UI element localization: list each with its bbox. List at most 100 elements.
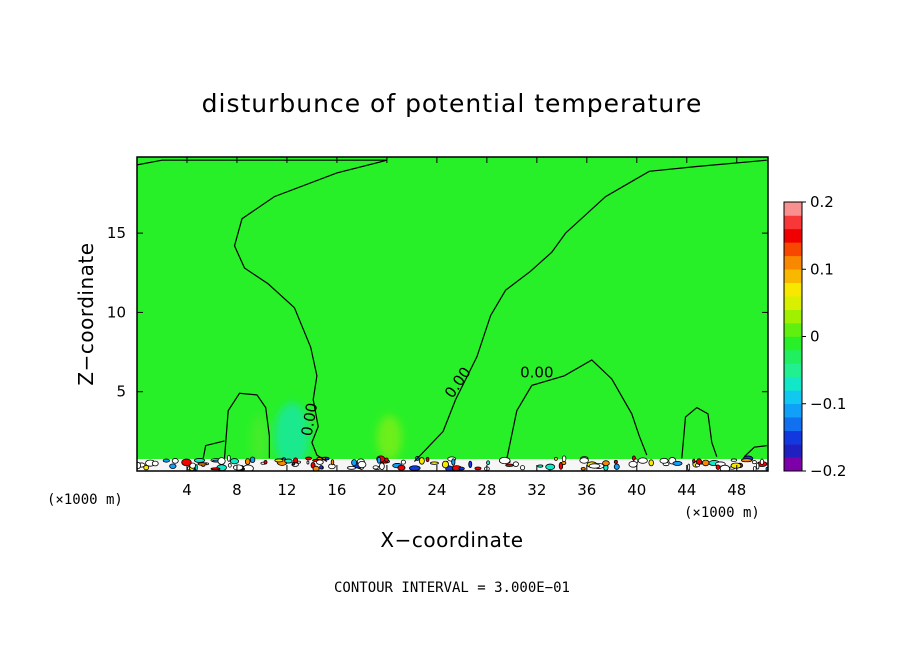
field-anomalies — [250, 402, 402, 470]
y-tick-label: 5 — [116, 383, 126, 401]
surface-cell — [263, 460, 268, 465]
field-background — [137, 157, 768, 471]
surface-cell — [687, 463, 691, 471]
surface-cell — [233, 464, 244, 471]
surface-cell — [244, 458, 251, 465]
contour-label: 0.00 — [298, 401, 322, 437]
anomaly-blob — [376, 415, 402, 460]
plot-frame — [136, 156, 769, 472]
surface-cell — [498, 456, 511, 465]
surface-cell — [227, 463, 232, 468]
surface-cell — [759, 458, 765, 465]
surface-cell — [730, 462, 742, 469]
surface-cell — [602, 460, 610, 467]
colorbar-swatch — [784, 296, 802, 310]
x-tick-label: 44 — [677, 481, 696, 499]
surface-cell — [648, 459, 654, 467]
surface-cell — [397, 464, 406, 471]
surface-cell — [692, 458, 696, 464]
surface-cell — [561, 455, 567, 463]
surface-cell — [751, 460, 757, 465]
anomaly-blob — [250, 415, 269, 464]
surface-cell — [319, 465, 324, 470]
y-tick-label: 15 — [107, 224, 126, 242]
contour-label: 0.00 — [520, 363, 553, 381]
surface-cell — [306, 460, 310, 465]
surface-cell — [701, 459, 710, 467]
zero-contour-main — [137, 159, 388, 463]
surface-cell — [425, 456, 430, 463]
x-tick-label: 48 — [727, 481, 746, 499]
surface-cell — [249, 456, 256, 463]
surface-cell — [162, 458, 170, 463]
surface-cell — [291, 461, 296, 466]
x-tick-label: 4 — [182, 481, 192, 499]
surface-cell — [151, 460, 159, 467]
colorbar-tick-label: 0 — [810, 328, 820, 346]
surface-cell — [210, 467, 221, 471]
colorbar-tick-label: 0.1 — [810, 260, 834, 278]
surface-cell — [347, 466, 357, 470]
x-axis: 4 8 12 16 20 24 28 32 36 40 44 48 — [182, 157, 746, 499]
chart-title: disturbunce of potential temperature — [202, 89, 703, 118]
x-unit-left: (×1000 m) — [47, 492, 123, 508]
surface-cell — [537, 464, 544, 468]
colorbar-swatch — [784, 457, 802, 472]
surface-cell — [613, 459, 618, 464]
surface-cell — [730, 458, 738, 462]
surface-cell — [474, 466, 482, 471]
surface-cell — [696, 458, 703, 465]
contour-lines — [137, 159, 767, 463]
colorbar-swatch — [784, 255, 802, 270]
colorbar-swatch — [784, 269, 802, 283]
colorbar-swatch — [784, 430, 802, 445]
x-tick-label: 36 — [577, 481, 596, 499]
zero-contour-lobe — [202, 440, 225, 459]
x-tick-label: 28 — [477, 481, 496, 499]
surface-cell — [409, 465, 421, 471]
surface-cell — [756, 462, 760, 470]
surface-cell — [293, 457, 299, 464]
colorbar-swatch — [784, 349, 802, 364]
surface-cell — [486, 460, 491, 466]
surface-cell — [400, 459, 406, 465]
zero-contour-lobe — [743, 445, 767, 458]
colorbar-swatch — [784, 242, 802, 257]
colorbar-tick-label: −0.2 — [810, 462, 846, 480]
surface-cell — [628, 460, 638, 468]
surface-cell — [181, 458, 192, 467]
anomaly-blob — [274, 402, 310, 470]
colorbar-swatch — [784, 417, 802, 431]
surface-cell — [229, 458, 239, 465]
surface-noise-band — [137, 454, 768, 471]
surface-cell — [284, 458, 293, 464]
surface-cell — [316, 459, 324, 465]
colorbar-swatch — [784, 444, 802, 458]
surface-cell — [351, 459, 358, 467]
surface-cell — [372, 465, 379, 470]
surface-cell — [169, 463, 177, 469]
surface-cell — [451, 458, 456, 466]
surface-cell — [545, 463, 556, 471]
surface-cell — [197, 462, 207, 466]
y-axis: 5 10 15 — [107, 224, 768, 401]
surface-cell — [579, 457, 589, 464]
surface-cell — [418, 457, 425, 465]
colorbar-swatch — [784, 390, 802, 405]
surface-cell — [672, 460, 683, 466]
surface-cell — [429, 461, 439, 465]
surface-cell — [588, 463, 601, 469]
surface-cell — [458, 466, 465, 471]
x-tick-label: 8 — [232, 481, 242, 499]
colorbar-swatch — [784, 376, 802, 391]
surface-cell — [379, 462, 385, 470]
colorbar-tick-label: 0.2 — [810, 193, 834, 211]
x-tick-label: 40 — [627, 481, 646, 499]
zero-contour-lobe — [223, 392, 270, 459]
surface-cell — [659, 457, 669, 464]
surface-cell — [296, 460, 302, 464]
surface-cell — [137, 462, 141, 469]
zero-contour-right — [413, 159, 767, 462]
x-tick-label: 24 — [427, 481, 446, 499]
colorbar-swatch — [784, 282, 802, 297]
